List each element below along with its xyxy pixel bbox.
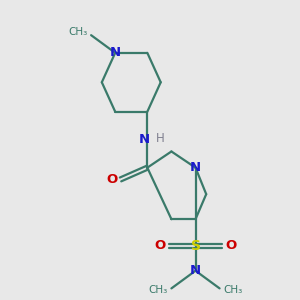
Text: H: H: [156, 132, 165, 145]
Text: O: O: [106, 173, 118, 186]
Text: N: N: [139, 133, 150, 146]
Text: CH₃: CH₃: [148, 285, 168, 295]
Text: S: S: [190, 239, 200, 253]
Text: N: N: [190, 264, 201, 277]
Text: O: O: [154, 239, 166, 252]
Text: CH₃: CH₃: [224, 285, 243, 295]
Text: N: N: [110, 46, 121, 59]
Text: N: N: [190, 161, 201, 174]
Text: O: O: [225, 239, 236, 252]
Text: CH₃: CH₃: [68, 27, 87, 37]
